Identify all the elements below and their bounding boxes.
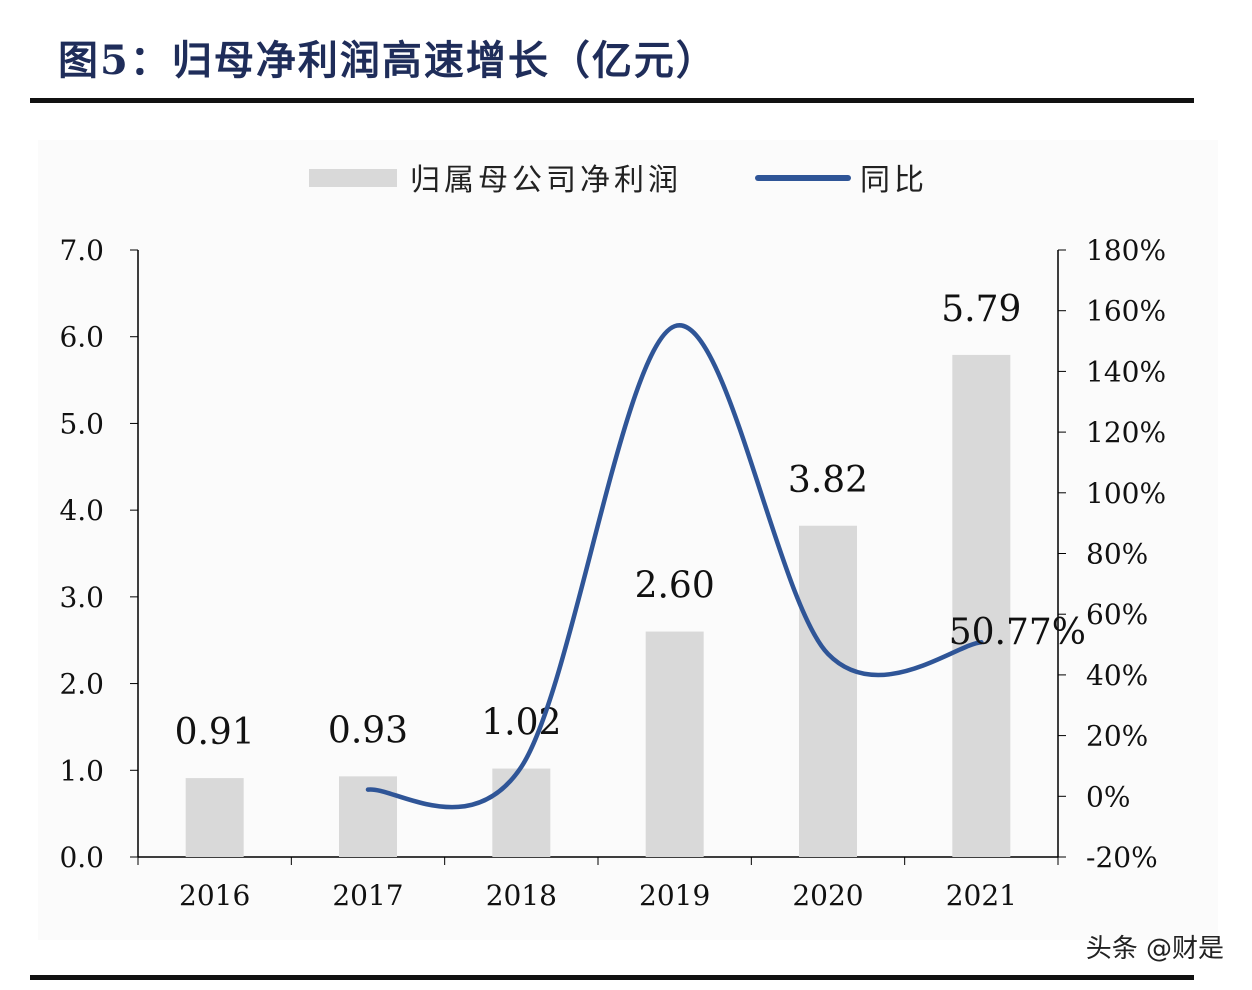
x-tick-label: 2020 (792, 879, 863, 912)
right-tick-label: 20% (1086, 720, 1148, 753)
x-tick-label: 2021 (946, 879, 1017, 912)
line-data-label: 50.77% (949, 612, 1086, 653)
left-tick-label: 1.0 (59, 754, 104, 787)
yoy-line (365, 323, 984, 810)
bar (645, 631, 704, 857)
left-tick-label: 7.0 (59, 234, 104, 267)
x-tick-label: 2017 (332, 879, 403, 912)
watermark: 头条 @财是 (1085, 934, 1224, 964)
left-tick-label: 5.0 (59, 407, 104, 440)
bar-data-label: 1.02 (481, 703, 561, 744)
legend-bar-label: 归属母公司净利润 (410, 163, 682, 198)
left-tick-label: 4.0 (59, 494, 104, 527)
right-tick-label: 40% (1086, 659, 1148, 692)
left-tick-label: 3.0 (59, 581, 104, 614)
right-tick-label: 100% (1086, 477, 1166, 510)
bar-data-label: 5.79 (941, 289, 1021, 330)
right-tick-label: 180% (1086, 234, 1166, 267)
figure-title: 图5：归母净利润高速增长（亿元） (58, 37, 718, 84)
right-tick-label: 120% (1086, 416, 1166, 449)
right-tick-label: 0% (1086, 780, 1130, 813)
bar (952, 354, 1011, 857)
legend-bar-swatch (309, 169, 397, 187)
legend-line-label: 同比 (860, 163, 928, 198)
x-tick-label: 2016 (179, 879, 250, 912)
bar (185, 778, 244, 857)
bar (799, 525, 857, 857)
right-tick-label: 80% (1086, 538, 1148, 571)
left-tick-label: 2.0 (59, 668, 104, 701)
right-tick-label: 60% (1086, 598, 1148, 631)
bar-data-label: 3.82 (788, 460, 868, 501)
left-tick-label: 0.0 (59, 841, 104, 874)
top-rule (30, 98, 1194, 103)
right-tick-label: 140% (1086, 355, 1166, 388)
bottom-rule (30, 975, 1194, 980)
bar-data-label: 0.91 (175, 712, 255, 753)
right-tick-label: 160% (1086, 295, 1166, 328)
left-tick-label: 6.0 (59, 321, 104, 354)
x-tick-label: 2018 (486, 879, 557, 912)
bar-data-label: 0.93 (328, 710, 408, 751)
bar (492, 768, 551, 857)
bar-data-label: 2.60 (635, 566, 715, 607)
right-tick-label: -20% (1086, 841, 1158, 874)
x-tick-label: 2019 (639, 879, 710, 912)
